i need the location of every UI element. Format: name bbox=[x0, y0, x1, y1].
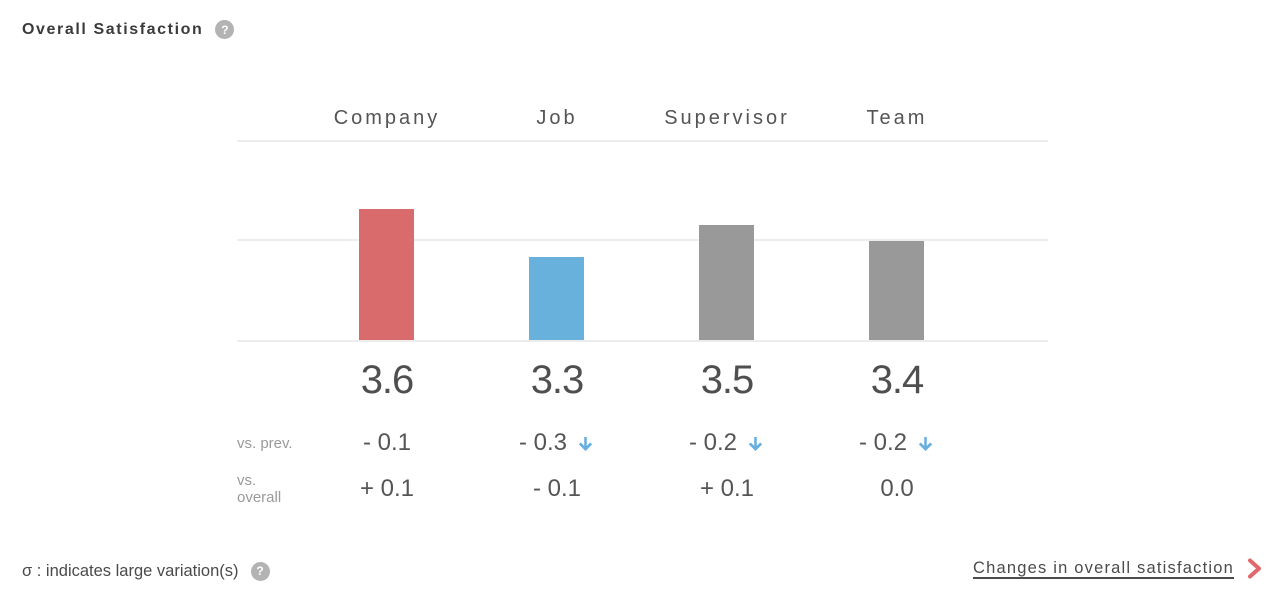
satisfaction-chart: Company Job Supervisor Team 3.6 3.3 3.5 … bbox=[237, 96, 1048, 506]
column-header-job: Job bbox=[536, 106, 578, 129]
widget-header: Overall Satisfaction ? bbox=[22, 20, 235, 39]
chevron-right-icon[interactable] bbox=[1247, 558, 1262, 579]
changes-link[interactable]: Changes in overall satisfaction bbox=[973, 559, 1234, 577]
delta-vs-prev-company: - 0.1 bbox=[362, 429, 412, 456]
gridline bbox=[237, 239, 1048, 241]
vs-overall-row: vs. overall + 0.1 - 0.1 + 0.1 0.0 bbox=[237, 472, 1048, 506]
sigma-note-text: σ : indicates large variation(s) bbox=[22, 562, 239, 580]
column-header-company: Company bbox=[333, 106, 441, 129]
row-label-vs-overall: vs. overall bbox=[237, 472, 282, 506]
score-value-company: 3.6 bbox=[360, 358, 415, 402]
gridline bbox=[237, 140, 1048, 142]
column-header-supervisor: Supervisor bbox=[664, 106, 790, 129]
gridline bbox=[237, 340, 1048, 342]
score-values-row: 3.6 3.3 3.5 3.4 bbox=[237, 356, 1048, 404]
bar-supervisor bbox=[699, 225, 754, 340]
sigma-note: σ : indicates large variation(s) ? bbox=[22, 559, 270, 584]
delta-vs-prev-team: - 0.2 bbox=[812, 429, 982, 457]
arrow-down-icon bbox=[578, 436, 593, 451]
help-icon[interactable]: ? bbox=[250, 562, 270, 581]
delta-vs-overall-company: + 0.1 bbox=[359, 475, 415, 502]
delta-vs-overall-supervisor: + 0.1 bbox=[699, 475, 755, 502]
arrow-down-icon bbox=[918, 436, 933, 451]
score-value-team: 3.4 bbox=[870, 358, 925, 402]
row-label-vs-prev: vs. prev. bbox=[237, 434, 293, 452]
bar-job bbox=[529, 257, 584, 340]
bar-company bbox=[359, 209, 414, 340]
delta-vs-overall-job: - 0.1 bbox=[532, 475, 582, 502]
delta-vs-prev-supervisor: - 0.2 bbox=[642, 429, 812, 457]
column-header-team: Team bbox=[866, 106, 928, 129]
page-title: Overall Satisfaction bbox=[22, 20, 204, 38]
vs-prev-row: vs. prev. - 0.1 - 0.3 - 0.2 - 0.2 bbox=[237, 428, 1048, 458]
changes-link-group[interactable]: Changes in overall satisfaction bbox=[973, 558, 1262, 579]
delta-vs-overall-team: 0.0 bbox=[880, 475, 914, 502]
help-icon[interactable]: ? bbox=[215, 20, 235, 39]
bar-plot-area bbox=[237, 140, 1048, 342]
delta-vs-prev-job: - 0.3 bbox=[472, 429, 642, 457]
bar-team bbox=[869, 241, 924, 340]
score-value-supervisor: 3.5 bbox=[700, 358, 755, 402]
arrow-down-icon bbox=[748, 436, 763, 451]
column-headers: Company Job Supervisor Team bbox=[237, 96, 1048, 140]
score-value-job: 3.3 bbox=[530, 358, 585, 402]
